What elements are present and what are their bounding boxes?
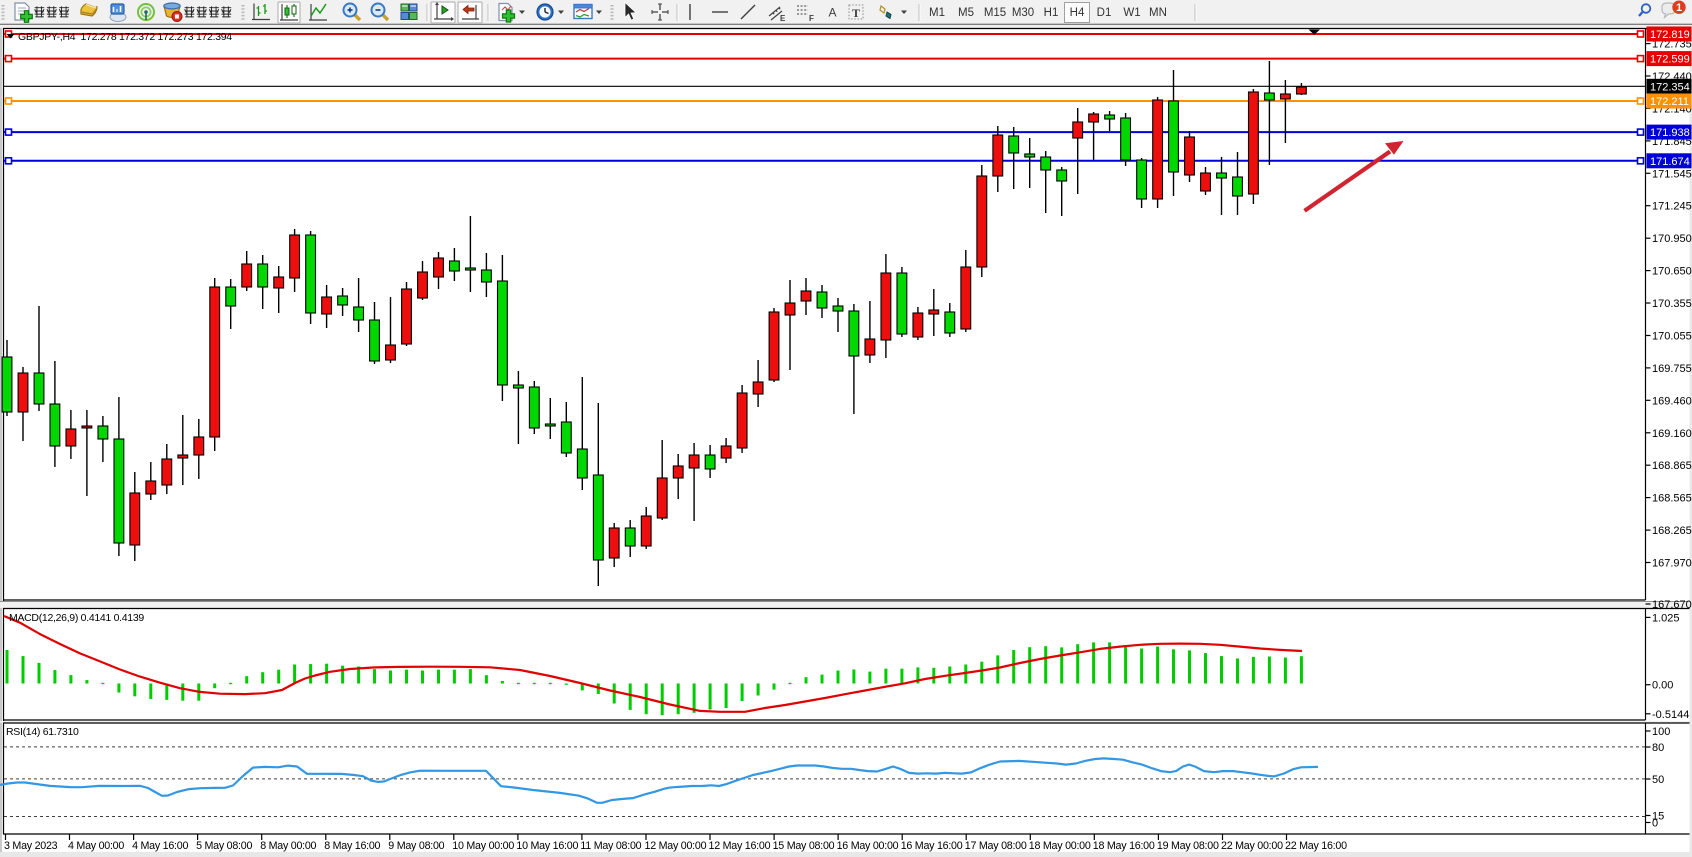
svg-text:15 May 08:00: 15 May 08:00 <box>773 840 835 852</box>
svg-text:0: 0 <box>1652 818 1658 830</box>
svg-text:4 May 00:00: 4 May 00:00 <box>68 840 124 852</box>
svg-text:171.938: 171.938 <box>1650 127 1690 139</box>
svg-text:A: A <box>829 6 837 20</box>
svg-text:80: 80 <box>1652 742 1664 754</box>
svg-text:172.819: 172.819 <box>1650 29 1690 41</box>
svg-text:169.755: 169.755 <box>1652 363 1692 375</box>
svg-text:17 May 08:00: 17 May 08:00 <box>965 840 1027 852</box>
svg-text:171.245: 171.245 <box>1652 201 1692 213</box>
svg-text:16 May 16:00: 16 May 16:00 <box>901 840 963 852</box>
svg-text:E: E <box>780 14 786 23</box>
svg-text:168.865: 168.865 <box>1652 460 1692 472</box>
svg-text:100: 100 <box>1652 726 1670 738</box>
svg-text:5 May 08:00: 5 May 08:00 <box>196 840 252 852</box>
svg-text:172.354: 172.354 <box>1650 81 1690 93</box>
svg-text:50: 50 <box>1652 774 1664 786</box>
svg-text:170.055: 170.055 <box>1652 331 1692 343</box>
svg-text:8 May 16:00: 8 May 16:00 <box>324 840 380 852</box>
svg-text:4 May 16:00: 4 May 16:00 <box>132 840 188 852</box>
svg-text:171.674: 171.674 <box>1650 156 1690 168</box>
svg-text:170.355: 170.355 <box>1652 298 1692 310</box>
svg-text:170.950: 170.950 <box>1652 233 1692 245</box>
svg-text:M1: M1 <box>929 7 945 19</box>
svg-text:170.650: 170.650 <box>1652 266 1692 278</box>
svg-text:MN: MN <box>1149 7 1167 19</box>
svg-text:3 May 2023: 3 May 2023 <box>4 840 58 852</box>
svg-text:D1: D1 <box>1097 7 1112 19</box>
svg-text:M5: M5 <box>958 7 974 19</box>
svg-text:172.599: 172.599 <box>1650 54 1690 66</box>
svg-text:19 May 08:00: 19 May 08:00 <box>1157 840 1219 852</box>
svg-text:171.545: 171.545 <box>1652 168 1692 180</box>
svg-text:12 May 00:00: 12 May 00:00 <box>645 840 707 852</box>
svg-text:M30: M30 <box>1012 7 1034 19</box>
svg-text:22 May 16:00: 22 May 16:00 <box>1285 840 1347 852</box>
svg-text:-0.5144: -0.5144 <box>1652 709 1689 721</box>
svg-text:F: F <box>809 14 814 23</box>
svg-text:169.460: 169.460 <box>1652 395 1692 407</box>
svg-text:11 May 08:00: 11 May 08:00 <box>580 840 641 852</box>
svg-text:0.00: 0.00 <box>1652 680 1673 692</box>
svg-text:GBPJPY-,H4 172.278 172.372 17: GBPJPY-,H4 172.278 172.372 172.273 172.3… <box>18 31 232 43</box>
svg-text:M15: M15 <box>984 7 1006 19</box>
svg-text:16 May 00:00: 16 May 00:00 <box>837 840 899 852</box>
svg-text:168.565: 168.565 <box>1652 493 1692 505</box>
svg-text:167.670: 167.670 <box>1652 599 1692 611</box>
svg-text:W1: W1 <box>1123 7 1140 19</box>
svg-text:H1: H1 <box>1044 7 1059 19</box>
svg-text:T: T <box>852 6 860 20</box>
svg-text:169.160: 169.160 <box>1652 428 1692 440</box>
svg-text:172.211: 172.211 <box>1650 96 1689 108</box>
svg-text:12 May 16:00: 12 May 16:00 <box>709 840 771 852</box>
svg-text:167.970: 167.970 <box>1652 558 1692 570</box>
svg-text:168.265: 168.265 <box>1652 525 1692 537</box>
svg-text:10 May 16:00: 10 May 16:00 <box>516 840 578 852</box>
svg-text:172.735: 172.735 <box>1652 39 1692 51</box>
svg-text:1: 1 <box>1676 2 1682 14</box>
svg-text:18 May 00:00: 18 May 00:00 <box>1029 840 1091 852</box>
svg-text:RSI(14) 61.7310: RSI(14) 61.7310 <box>6 726 79 738</box>
svg-text:H4: H4 <box>1070 7 1085 19</box>
svg-text:22 May 00:00: 22 May 00:00 <box>1221 840 1283 852</box>
svg-text:MACD(12,26,9) 0.4141 0.4139: MACD(12,26,9) 0.4141 0.4139 <box>9 612 144 624</box>
svg-text:10 May 00:00: 10 May 00:00 <box>452 840 514 852</box>
svg-text:15: 15 <box>1652 811 1664 823</box>
svg-text:8 May 00:00: 8 May 00:00 <box>260 840 316 852</box>
svg-text:18 May 16:00: 18 May 16:00 <box>1093 840 1155 852</box>
svg-text:9 May 08:00: 9 May 08:00 <box>388 840 444 852</box>
svg-text:1.025: 1.025 <box>1652 612 1680 624</box>
